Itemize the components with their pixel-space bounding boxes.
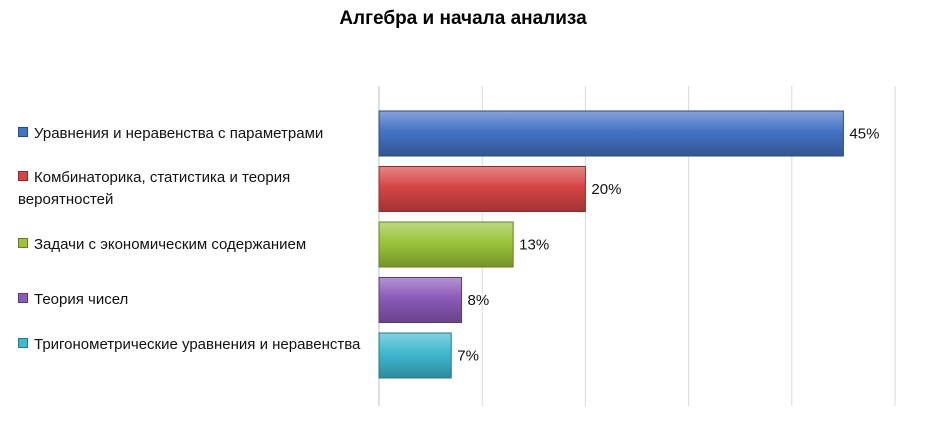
legend-item: Комбинаторика, статистика и теория вероя… bbox=[18, 167, 363, 211]
legend-label: Комбинаторика, статистика и теория вероя… bbox=[18, 169, 291, 208]
legend-label: Уравнения и неравенства с параметрами bbox=[34, 124, 324, 142]
legend-marker-icon bbox=[18, 126, 28, 137]
bars: 45% 20% 13% 8% 7% bbox=[378, 110, 879, 379]
data-label: 45% bbox=[849, 126, 879, 143]
bar bbox=[378, 277, 463, 323]
legend-label: Теория чисел bbox=[34, 291, 129, 308]
legend-item: Уравнения и неравенства с параметрами bbox=[18, 123, 363, 145]
bar bbox=[378, 221, 514, 268]
legend-item: Тригонометрические уравнения и неравенст… bbox=[18, 334, 363, 356]
legend-marker-icon bbox=[18, 237, 28, 248]
bar bbox=[378, 332, 452, 379]
data-label: 8% bbox=[468, 292, 490, 309]
chart-title: Алгебра и начала анализа bbox=[339, 8, 587, 29]
data-label: 7% bbox=[457, 348, 479, 365]
data-label: 13% bbox=[519, 237, 549, 254]
legend-label: Тригонометрические уравнения и неравенст… bbox=[34, 335, 361, 353]
legend-marker-icon bbox=[18, 293, 28, 303]
data-label: 20% bbox=[591, 181, 621, 198]
legend-marker-icon bbox=[18, 171, 28, 181]
bar bbox=[378, 110, 844, 157]
legend-label: Задачи с экономическим содержанием bbox=[34, 235, 307, 253]
legend-item: Задачи с экономическим содержанием bbox=[18, 234, 363, 256]
bar bbox=[378, 166, 586, 212]
legend-item: Теория чисел bbox=[18, 289, 363, 311]
legend-marker-icon bbox=[18, 337, 28, 348]
